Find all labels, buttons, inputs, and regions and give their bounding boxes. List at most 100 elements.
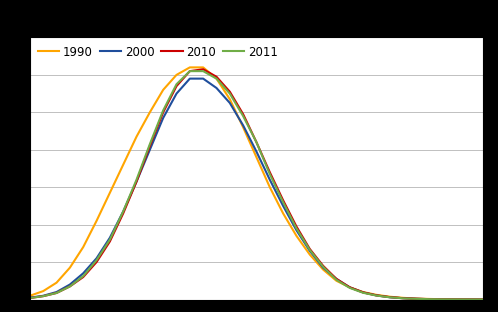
2010 xyxy=(147,144,153,148)
1990 xyxy=(480,298,486,301)
2000 xyxy=(187,77,193,80)
1990 xyxy=(413,297,419,300)
2010 xyxy=(173,84,179,88)
2010 xyxy=(267,170,273,174)
2000 xyxy=(40,294,46,298)
2011 xyxy=(187,69,193,73)
1990 xyxy=(133,135,139,139)
1990 xyxy=(374,293,379,297)
Line: 2000: 2000 xyxy=(30,79,483,300)
2000 xyxy=(94,256,100,260)
2010 xyxy=(120,212,126,215)
1990 xyxy=(214,77,220,80)
2010 xyxy=(293,225,299,228)
2010 xyxy=(467,298,473,301)
1990 xyxy=(440,297,446,301)
2011 xyxy=(413,297,419,301)
2000 xyxy=(147,148,153,152)
2000 xyxy=(400,296,406,300)
2010 xyxy=(307,247,313,251)
2000 xyxy=(120,210,126,213)
2010 xyxy=(214,75,220,79)
2011 xyxy=(40,294,46,298)
2011 xyxy=(480,298,486,301)
2011 xyxy=(334,278,340,282)
2000 xyxy=(440,297,446,301)
2011 xyxy=(280,200,286,204)
2011 xyxy=(94,258,100,262)
2011 xyxy=(200,69,206,73)
2010 xyxy=(347,285,353,289)
2010 xyxy=(413,297,419,301)
2010 xyxy=(400,296,406,300)
2010 xyxy=(480,298,486,301)
2000 xyxy=(267,178,273,182)
1990 xyxy=(147,110,153,114)
1990 xyxy=(54,281,60,285)
2000 xyxy=(80,271,86,275)
1990 xyxy=(67,266,73,270)
1990 xyxy=(293,234,299,238)
2000 xyxy=(307,249,313,253)
2011 xyxy=(267,172,273,176)
2010 xyxy=(320,264,326,268)
1990 xyxy=(94,219,100,223)
1990 xyxy=(427,297,433,301)
2011 xyxy=(427,297,433,301)
2010 xyxy=(160,110,166,114)
2010 xyxy=(253,140,259,144)
1990 xyxy=(387,295,393,299)
2011 xyxy=(387,295,393,299)
2010 xyxy=(360,290,366,294)
Line: 2010: 2010 xyxy=(30,69,483,300)
2011 xyxy=(374,294,379,297)
Line: 1990: 1990 xyxy=(30,67,483,300)
Legend: 1990, 2000, 2010, 2011: 1990, 2000, 2010, 2011 xyxy=(33,41,282,63)
2000 xyxy=(240,124,246,127)
2011 xyxy=(147,142,153,146)
2011 xyxy=(307,248,313,252)
2010 xyxy=(374,294,379,297)
2011 xyxy=(360,291,366,295)
2010 xyxy=(334,277,340,281)
1990 xyxy=(280,212,286,215)
2010 xyxy=(133,180,139,183)
2000 xyxy=(173,92,179,95)
2011 xyxy=(293,227,299,230)
2011 xyxy=(80,274,86,278)
2010 xyxy=(107,240,113,243)
2010 xyxy=(54,291,60,295)
2010 xyxy=(387,295,393,299)
2011 xyxy=(107,238,113,241)
2010 xyxy=(40,294,46,298)
2011 xyxy=(400,296,406,300)
2010 xyxy=(453,298,459,301)
1990 xyxy=(307,253,313,256)
2000 xyxy=(480,298,486,301)
2000 xyxy=(54,290,60,294)
2011 xyxy=(240,114,246,118)
2011 xyxy=(120,210,126,213)
1990 xyxy=(120,163,126,167)
2000 xyxy=(107,236,113,240)
2011 xyxy=(67,285,73,288)
1990 xyxy=(320,268,326,271)
2010 xyxy=(240,112,246,116)
1990 xyxy=(40,289,46,293)
2010 xyxy=(27,296,33,300)
1990 xyxy=(400,296,406,300)
1990 xyxy=(453,298,459,301)
1990 xyxy=(80,245,86,249)
2000 xyxy=(27,296,33,300)
2000 xyxy=(160,116,166,120)
2011 xyxy=(347,286,353,290)
1990 xyxy=(187,66,193,69)
1990 xyxy=(360,290,366,294)
2011 xyxy=(227,92,233,95)
2011 xyxy=(440,297,446,301)
2011 xyxy=(27,296,33,300)
2000 xyxy=(133,180,139,183)
1990 xyxy=(27,294,33,298)
2000 xyxy=(293,228,299,232)
2000 xyxy=(227,101,233,105)
